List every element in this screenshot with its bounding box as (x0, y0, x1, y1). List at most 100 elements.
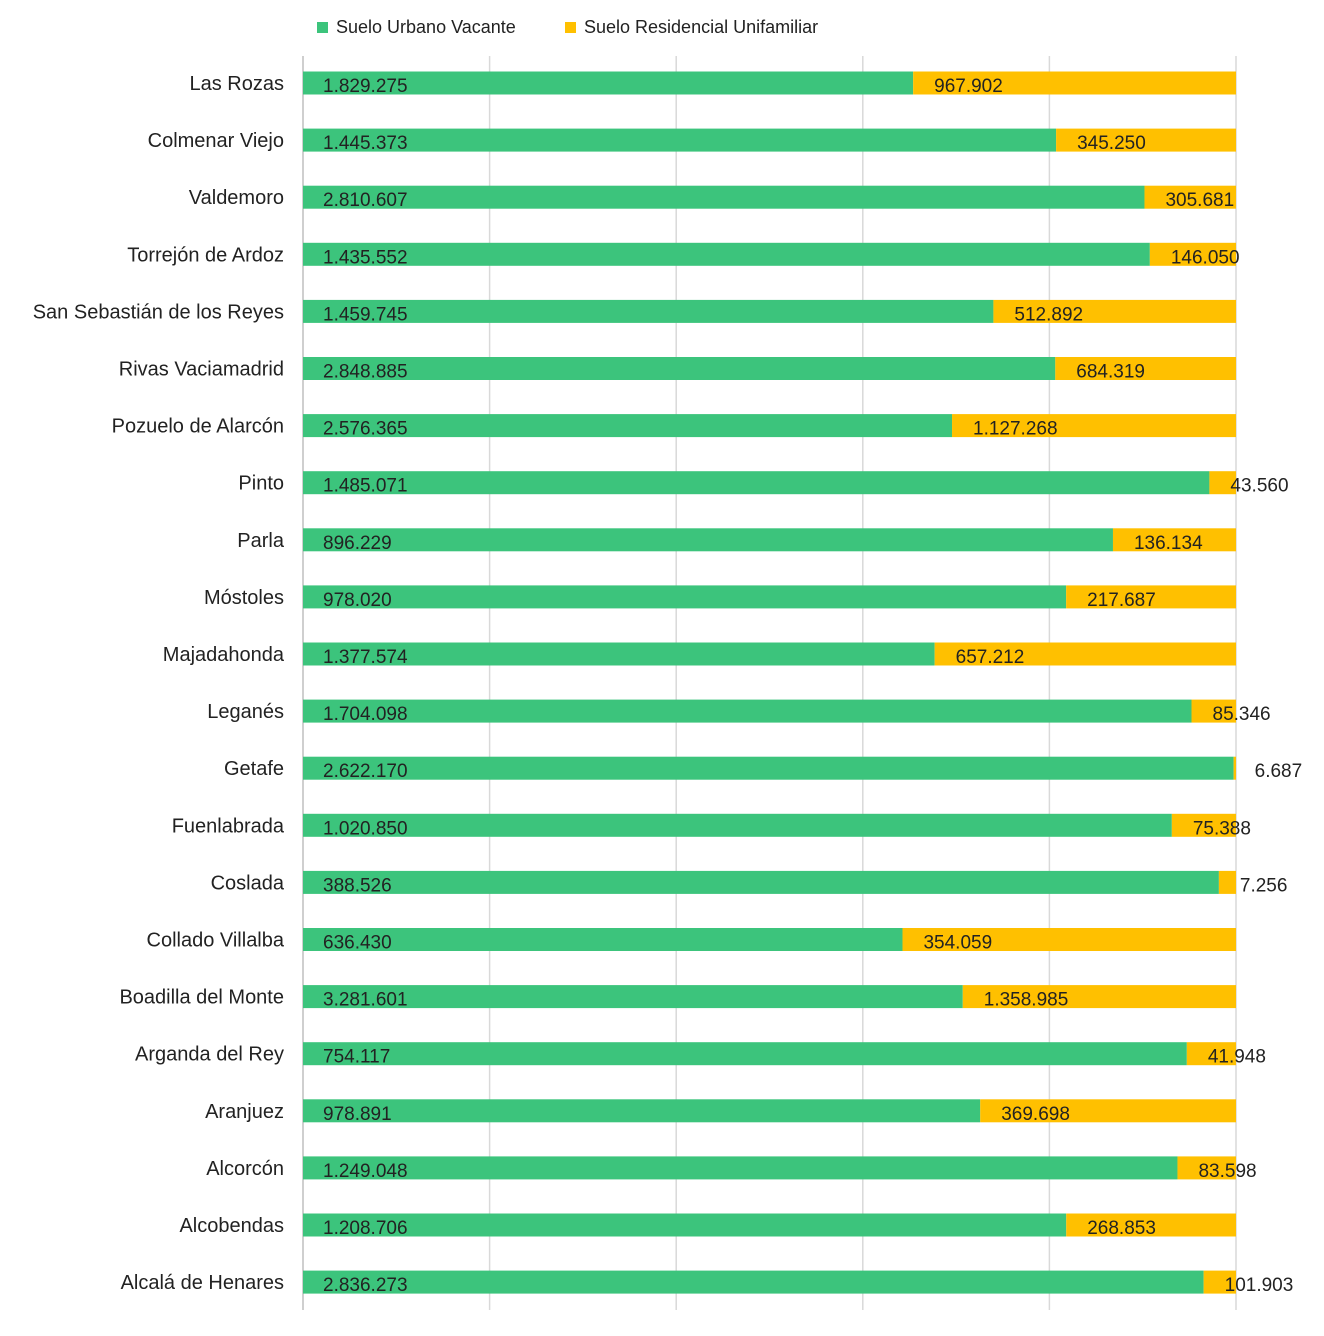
bar-suelo-residencial-unifamiliar (1233, 756, 1236, 780)
bar-suelo-residencial-unifamiliar (1149, 242, 1236, 266)
legend-swatch (317, 22, 328, 33)
bar-suelo-residencial-unifamiliar (1056, 128, 1236, 152)
value-label-urbano: 1.485.071 (323, 476, 408, 497)
value-label-urbano: 1.249.048 (323, 1161, 408, 1182)
value-label-residencial: 85.346 (1213, 704, 1271, 725)
value-label-urbano: 1.704.098 (323, 704, 408, 725)
bar-suelo-urbano-vacante (303, 1156, 1178, 1180)
value-label-urbano: 978.891 (323, 1104, 392, 1125)
bar-suelo-residencial-unifamiliar (1191, 699, 1236, 723)
bar-suelo-residencial-unifamiliar (1177, 1156, 1236, 1180)
category-label: Coslada (211, 872, 285, 894)
value-label-urbano: 754.117 (323, 1047, 390, 1068)
bar-suelo-urbano-vacante (303, 756, 1234, 780)
bar-suelo-urbano-vacante (303, 357, 1056, 380)
value-label-residencial: 41.948 (1208, 1047, 1266, 1068)
value-label-urbano: 3.281.601 (323, 990, 408, 1011)
value-label-residencial: 6.687 (1255, 761, 1303, 782)
bar-suelo-urbano-vacante (303, 1099, 981, 1123)
value-label-urbano: 1.020.850 (323, 818, 408, 839)
bar-suelo-urbano-vacante (303, 699, 1192, 723)
bar-suelo-urbano-vacante (303, 71, 914, 95)
category-label: Pinto (238, 473, 284, 495)
category-label: Alcorcón (206, 1158, 284, 1180)
bar-suelo-residencial-unifamiliar (1203, 1270, 1236, 1294)
value-label-urbano: 978.020 (323, 590, 392, 611)
category-label: Colmenar Viejo (148, 130, 284, 152)
bar-suelo-residencial-unifamiliar (952, 414, 1236, 438)
value-label-residencial: 305.681 (1165, 190, 1234, 211)
bar-suelo-residencial-unifamiliar (980, 1099, 1236, 1123)
value-label-urbano: 636.430 (323, 933, 392, 954)
legend: Suelo Urbano Vacante Suelo Residencial Un… (317, 17, 818, 37)
bar-suelo-residencial-unifamiliar (1112, 528, 1236, 552)
bar-suelo-residencial-unifamiliar (902, 928, 1236, 951)
value-label-residencial: 512.892 (1014, 304, 1083, 325)
category-label: Las Rozas (190, 73, 285, 95)
bar-suelo-urbano-vacante (303, 242, 1150, 266)
value-label-urbano: 1.208.706 (323, 1218, 408, 1239)
bar-suelo-urbano-vacante (303, 813, 1172, 837)
value-label-urbano: 388.526 (323, 875, 392, 896)
category-label: Majadahonda (163, 644, 285, 666)
value-label-residencial: 43.560 (1230, 476, 1288, 497)
bar-suelo-urbano-vacante (303, 414, 953, 438)
value-label-residencial: 1.358.985 (984, 990, 1069, 1011)
value-label-urbano: 1.435.552 (323, 247, 408, 268)
value-label-residencial: 1.127.268 (973, 419, 1058, 440)
category-label: Collado Villalba (147, 930, 285, 952)
bar-suelo-residencial-unifamiliar (1209, 471, 1236, 495)
value-label-residencial: 268.853 (1087, 1218, 1156, 1239)
bar-suelo-residencial-unifamiliar (1171, 813, 1236, 837)
value-label-urbano: 1.459.745 (323, 304, 408, 325)
bar-suelo-urbano-vacante (303, 642, 935, 666)
bar-suelo-residencial-unifamiliar (1144, 185, 1236, 209)
value-label-urbano: 1.445.373 (323, 133, 408, 154)
category-label: Valdemoro (189, 187, 284, 209)
bar-suelo-residencial-unifamiliar (993, 299, 1236, 323)
bar-suelo-urbano-vacante (303, 128, 1057, 152)
bar-suelo-urbano-vacante (303, 1042, 1187, 1066)
value-label-residencial: 75.388 (1193, 818, 1251, 839)
value-label-residencial: 217.687 (1087, 590, 1156, 611)
category-label: Arganda del Rey (135, 1044, 284, 1066)
bar-suelo-urbano-vacante (303, 928, 903, 951)
bar-suelo-urbano-vacante (303, 471, 1210, 495)
category-label: Móstoles (204, 587, 284, 609)
category-label: Pozuelo de Alarcón (112, 416, 284, 438)
bar-suelo-residencial-unifamiliar (962, 985, 1236, 1009)
value-label-urbano: 2.848.885 (323, 362, 408, 383)
bar-suelo-residencial-unifamiliar (1066, 585, 1236, 609)
bar-suelo-urbano-vacante (303, 528, 1113, 552)
value-label-residencial: 83.598 (1198, 1161, 1256, 1182)
value-label-residencial: 354.059 (923, 933, 992, 954)
value-label-urbano: 2.576.365 (323, 419, 408, 440)
value-label-residencial: 684.319 (1076, 362, 1145, 383)
value-label-residencial: 7.256 (1240, 875, 1288, 896)
category-label: Alcobendas (179, 1215, 284, 1237)
bar-suelo-urbano-vacante (303, 1213, 1067, 1237)
category-label: Fuenlabrada (172, 815, 285, 837)
value-label-urbano: 2.810.607 (323, 190, 408, 211)
value-label-residencial: 345.250 (1077, 133, 1146, 154)
value-label-residencial: 657.212 (956, 647, 1025, 668)
bar-suelo-residencial-unifamiliar (1186, 1042, 1236, 1066)
value-label-residencial: 369.698 (1001, 1104, 1070, 1125)
category-label: Torrejón de Ardoz (127, 244, 284, 266)
category-label: Alcalá de Henares (121, 1272, 284, 1294)
value-label-residencial: 146.050 (1171, 247, 1240, 268)
value-labels: 1.829.275 967.902 1.445.373 345.250 2.810.60… (323, 76, 1302, 1296)
value-label-residencial: 967.902 (934, 76, 1003, 97)
category-label: Rivas Vaciamadrid (119, 359, 284, 381)
bar-suelo-residencial-unifamiliar (1066, 1213, 1236, 1237)
category-labels: Las Rozas Colmenar Viejo Valdemoro Torrejón… (33, 73, 285, 1294)
category-label: Getafe (224, 758, 284, 780)
bar-suelo-urbano-vacante (303, 585, 1067, 609)
bar-suelo-urbano-vacante (303, 185, 1145, 209)
category-label: Boadilla del Monte (119, 987, 284, 1009)
bar-suelo-urbano-vacante (303, 299, 994, 323)
legend-label: Suelo Residencial Unifamiliar (584, 17, 818, 37)
bar-suelo-residencial-unifamiliar (1218, 870, 1236, 894)
bar-suelo-urbano-vacante (303, 870, 1219, 894)
